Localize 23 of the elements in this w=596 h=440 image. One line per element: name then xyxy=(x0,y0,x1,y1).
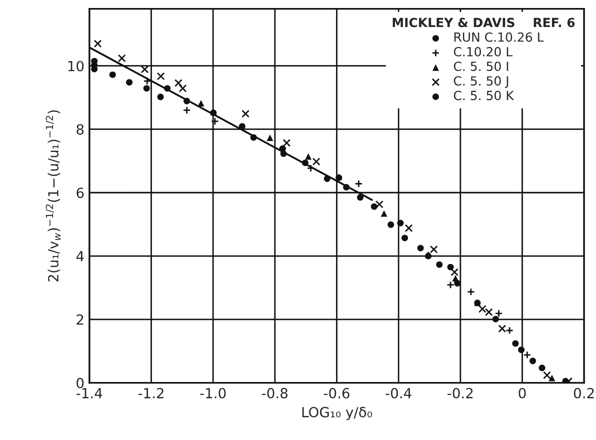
x-tick-label: -1.4 xyxy=(76,388,102,398)
y-tick-label: 0 xyxy=(76,378,84,388)
x-tick-label: -0.6 xyxy=(324,388,350,398)
legend-title: MICKLEY & DAVIS REF. 6 xyxy=(392,18,575,28)
legend-label: C. 5. 50 I xyxy=(454,62,508,72)
x-tick-label: -1.2 xyxy=(138,388,164,398)
x-tick-label: -1.0 xyxy=(200,388,226,398)
y-axis-title: 2(u₁/v$_{w}$)$^{−1/2}$(1−(u/u₁)$^{−1/2}$) xyxy=(46,110,61,282)
legend-label: C.10.20 L xyxy=(454,46,513,56)
y-tick-label: 10 xyxy=(68,60,84,72)
y-tick-label: 6 xyxy=(76,188,84,198)
x-tick-label: -0.2 xyxy=(448,388,473,398)
x-tick-label: -0.4 xyxy=(386,388,412,398)
y-tick-label: 4 xyxy=(76,251,84,262)
x-tick-label: 0 xyxy=(518,388,526,398)
x-tick-label: -0.8 xyxy=(262,388,288,398)
x-axis-title: LOG₁₀ y/δ₀ xyxy=(302,406,372,420)
legend-label: RUN C.10.26 L xyxy=(454,32,544,42)
y-tick-label: 2 xyxy=(76,314,84,325)
x-tick-label: 0.2 xyxy=(574,388,594,398)
y-tick-label: 8 xyxy=(76,124,84,135)
legend-label: C. 5. 50 J xyxy=(454,76,508,88)
legend-label: C. 5. 50 K xyxy=(454,90,514,100)
